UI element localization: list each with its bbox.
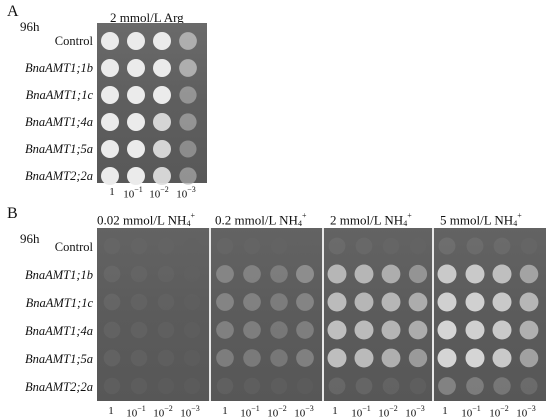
panel-b-strain-label: BnaAMT1;5a	[24, 352, 93, 366]
panel-b-condition-label: 0.02 mmol/L NH4+	[97, 211, 195, 229]
dilution-label: 10−1	[240, 404, 260, 420]
panel-a-time-label: 96h	[20, 19, 40, 34]
panel-a-plate	[97, 23, 207, 183]
dilution-label: 1	[332, 405, 338, 417]
panel-b-strain-label: BnaAMT1;1b	[24, 268, 93, 282]
dilution-label: 10−1	[461, 404, 481, 420]
dilution-label: 1	[442, 405, 448, 417]
panel-a-strain-label: BnaAMT1;4a	[24, 115, 93, 129]
dilution-label: 10−3	[516, 404, 536, 420]
panel-b-strain-label: BnaAMT1;1c	[25, 296, 93, 310]
dilution-label: 10−1	[123, 185, 143, 201]
dilution-label: 10−2	[267, 404, 287, 420]
panel-a-strain-label: BnaAMT1;5a	[24, 142, 93, 156]
dilution-label: 10−3	[405, 404, 425, 420]
panel-b-strain-label: BnaAMT2;2a	[24, 380, 93, 394]
dilution-label: 1	[108, 405, 114, 417]
panel-a-letter: A	[7, 3, 19, 20]
panel-a-strain-label: Control	[54, 34, 93, 48]
dilution-label: 10−2	[149, 185, 169, 201]
dilution-label: 10−1	[126, 404, 146, 420]
panel-b-strain-label: BnaAMT1;4a	[24, 324, 93, 338]
panel-b-letter: B	[7, 205, 18, 222]
panel-b-condition-label: 5 mmol/L NH4+	[440, 211, 522, 229]
dilution-label: 10−2	[489, 404, 509, 420]
panel-a-strain-label: BnaAMT2;2a	[24, 169, 93, 183]
dilution-label: 10−3	[180, 404, 200, 420]
panel-a-strain-label: BnaAMT1;1c	[25, 88, 93, 102]
dilution-label: 10−3	[294, 404, 314, 420]
dilution-label: 1	[109, 186, 115, 198]
plate-divider	[322, 228, 324, 401]
dilution-label: 10−2	[153, 404, 173, 420]
panel-b-condition-label: 0.2 mmol/L NH4+	[215, 211, 307, 229]
plate-divider	[432, 228, 434, 401]
panel-a-condition-label: 2 mmol/L Arg	[110, 10, 184, 25]
plate-divider	[209, 228, 211, 401]
dilution-label: 1	[222, 405, 228, 417]
dilution-label: 10−3	[176, 185, 196, 201]
dilution-label: 10−1	[351, 404, 371, 420]
panel-a-strain-label: BnaAMT1;1b	[24, 61, 93, 75]
panel-b-time-label: 96h	[20, 231, 40, 246]
panel-b-condition-label: 2 mmol/L NH4+	[330, 211, 412, 229]
panel-b-strain-label: Control	[54, 240, 93, 254]
dilution-label: 10−2	[378, 404, 398, 420]
panel-b-plate	[97, 228, 546, 401]
